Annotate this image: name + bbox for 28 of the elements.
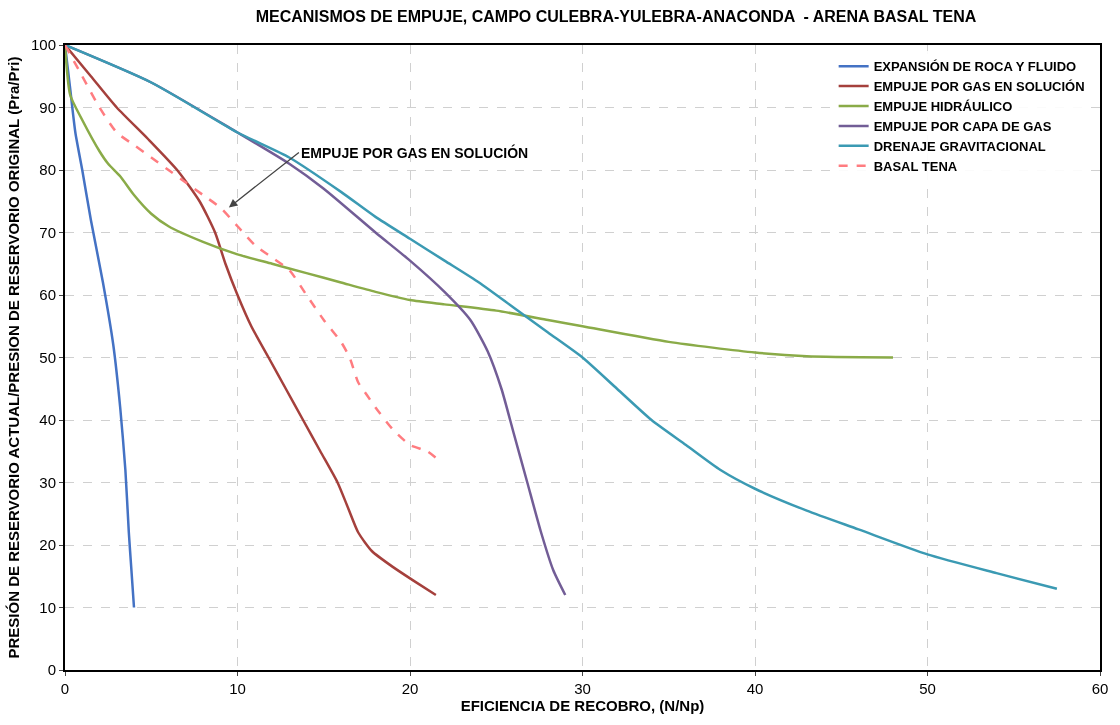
legend-label: EMPUJE POR CAPA DE GAS — [873, 118, 1052, 134]
annotation: EMPUJE POR GAS EN SOLUCIÓN — [301, 144, 529, 161]
y-axis-title: PRESIÓN DE RESERVORIO ACTUAL/PRESION DE RESERVORIO ORIGINAL (Pra/Pri) — [4, 56, 22, 659]
legend-label: EMPUJE POR GAS EN SOLUCIÓN — [873, 79, 1085, 95]
y-tick-label: 100 — [30, 36, 56, 54]
y-tick-label: 60 — [39, 286, 56, 304]
legend-label: EXPANSIÓN DE ROCA Y FLUIDO — [873, 59, 1077, 75]
legend-label: BASAL TENA — [873, 158, 958, 174]
x-tick-label: 50 — [919, 680, 936, 697]
x-tick-label: 30 — [574, 680, 591, 697]
y-tick-label: 90 — [39, 98, 56, 116]
x-tick-label: 10 — [229, 680, 246, 697]
y-tick-label: 10 — [39, 598, 56, 616]
x-tick-label: 40 — [746, 680, 764, 697]
legend-label: EMPUJE HIDRÁULICO — [873, 99, 1013, 115]
y-tick-label: 40 — [39, 411, 56, 429]
y-tick-label: 50 — [39, 348, 56, 366]
y-tick-label: 20 — [39, 536, 56, 554]
chart-title: MECANISMOS DE EMPUJE, CAMPO CULEBRA-YULEBRA-ANACONDA - ARENA BASAL TENA — [255, 8, 977, 26]
y-tick-label: 80 — [39, 161, 56, 179]
y-tick-label: 70 — [39, 223, 56, 241]
x-tick-label: 20 — [401, 680, 419, 697]
x-tick-label: 0 — [60, 680, 70, 697]
y-tick-label: 30 — [39, 473, 56, 491]
legend-label: DRENAJE GRAVITACIONAL — [873, 138, 1046, 154]
x-tick-label: 60 — [1091, 680, 1109, 697]
y-tick-label: 0 — [47, 661, 56, 679]
x-axis-title: EFICIENCIA DE RECOBRO, (N/Np) — [460, 697, 705, 714]
